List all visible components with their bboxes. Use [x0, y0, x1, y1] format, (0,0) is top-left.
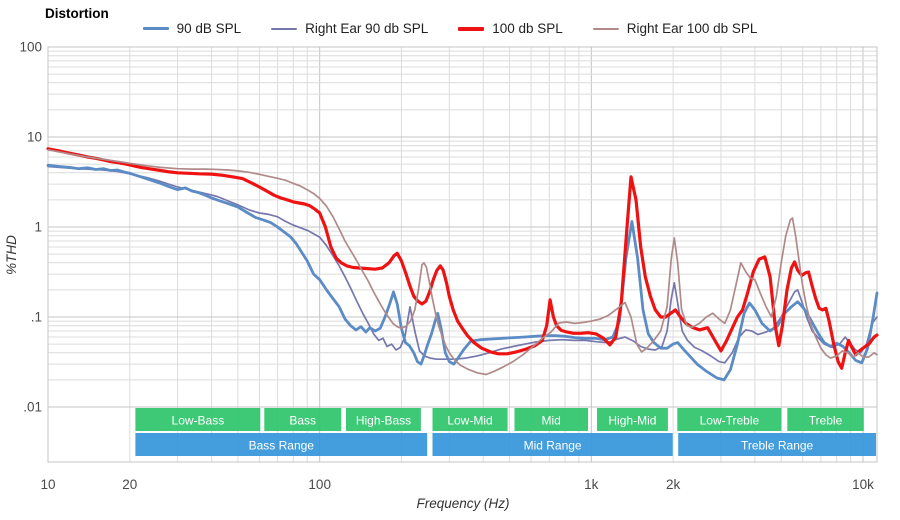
y-tick-100: 100: [19, 40, 42, 55]
series-line-90-db-spl: [46, 163, 879, 382]
legend-swatch-right-ear-90-db-spl: [271, 27, 298, 30]
green-band-label-high-mid: High-Mid: [608, 414, 656, 428]
legend-item-right-ear-100-db-spl[interactable]: Right Ear 100 db SPL: [592, 21, 758, 36]
y-tick-10: 10: [27, 130, 42, 145]
green-band-label-treble: Treble: [809, 414, 843, 428]
y-tick-1: 1: [34, 220, 42, 235]
series-line-100-db-spl: [46, 147, 879, 370]
x-tick-2k: 2k: [666, 477, 681, 492]
green-band-mid: [514, 408, 588, 431]
green-band-label-mid: Mid: [542, 414, 561, 428]
green-band-label-low-mid: Low-Mid: [447, 414, 492, 428]
legend-label: Right Ear 100 db SPL: [626, 21, 758, 36]
green-band-label-low-treble: Low-Treble: [700, 414, 760, 428]
x-tick-1k: 1k: [584, 477, 599, 492]
legend: 90 dB SPL Right Ear 90 db SPL 100 db SPL Ri…: [0, 21, 900, 36]
green-band-label-bass: Bass: [289, 414, 316, 428]
legend-label: 100 db SPL: [492, 21, 563, 36]
series-line-right-ear-100-db-spl: [47, 148, 878, 376]
legend-item-right-ear-90-db-spl[interactable]: Right Ear 90 db SPL: [271, 21, 428, 36]
blue-band-bass-range: [135, 433, 428, 456]
x-tick-10: 10: [40, 477, 55, 492]
green-band-label-low-bass: Low-Bass: [172, 414, 225, 428]
y-axis-title: %THD: [4, 235, 19, 275]
legend-swatch-90-db-spl: [142, 27, 169, 30]
series-line-right-ear-90-db-spl: [47, 165, 878, 364]
blue-band-treble-range: [678, 433, 876, 456]
green-band-low-bass: [135, 408, 261, 431]
blue-band-mid-range: [432, 433, 673, 456]
green-band-treble: [787, 408, 864, 431]
x-tick-20: 20: [122, 477, 137, 492]
x-tick-10k: 10k: [852, 477, 874, 492]
legend-swatch-right-ear-100-db-spl: [592, 27, 619, 30]
y-tick-.1: .1: [31, 310, 42, 325]
legend-item-100-db-spl[interactable]: 100 db SPL: [458, 21, 563, 36]
y-tick-.01: .01: [23, 400, 42, 415]
green-band-low-treble: [677, 408, 782, 431]
green-band-low-mid: [432, 408, 508, 431]
green-band-label-high-bass: High-Bass: [356, 414, 411, 428]
blue-band-label-bass-range: Bass Range: [249, 439, 315, 453]
x-axis-title: Frequency (Hz): [416, 496, 509, 511]
x-tick-100: 100: [308, 477, 331, 492]
green-band-high-bass: [346, 408, 421, 431]
legend-item-90-db-spl[interactable]: 90 dB SPL: [142, 21, 242, 36]
green-band-bass: [264, 408, 342, 431]
plot-border: [47, 46, 878, 463]
legend-swatch-100-db-spl: [458, 26, 485, 31]
legend-label: 90 dB SPL: [176, 21, 242, 36]
blue-band-label-mid-range: Mid Range: [524, 439, 582, 453]
green-band-high-mid: [597, 408, 668, 431]
legend-label: Right Ear 90 db SPL: [305, 21, 429, 36]
blue-band-label-treble-range: Treble Range: [741, 439, 814, 453]
page-title: Distortion: [45, 6, 109, 21]
